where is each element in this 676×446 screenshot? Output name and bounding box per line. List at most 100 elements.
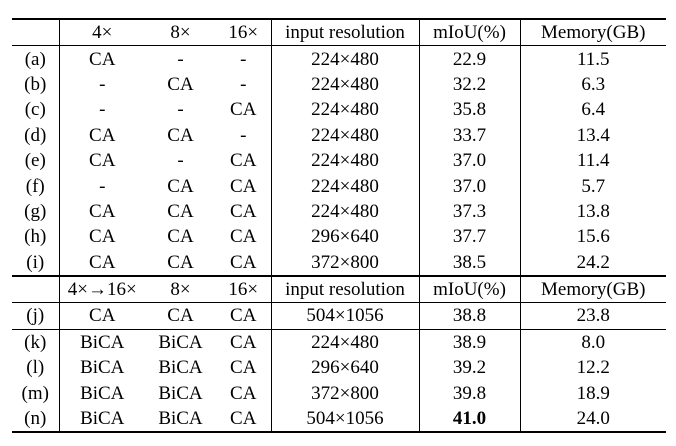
table-cell: CA: [167, 200, 194, 222]
table-cell: 6.3: [581, 73, 606, 95]
table-cell: 224×480: [271, 71, 420, 98]
table-cell: -: [216, 71, 272, 98]
table-row: (n) BiCA BiCA CA 504×1056 41.0 24.0: [12, 405, 666, 434]
table-cell: mIoU(%): [419, 274, 521, 304]
table-cell: BiCA: [158, 331, 203, 353]
row-label: [12, 274, 60, 304]
table-cell: CA: [167, 175, 194, 197]
table-cell: CA: [89, 226, 116, 248]
results-table-container: 4× 8× 16× input resolution mIoU(%) Memory(GB)…: [12, 18, 666, 434]
table-cell: 38.8: [419, 302, 521, 330]
table-cell: mIoU(%): [419, 18, 521, 47]
table-cell: 37.7: [419, 224, 521, 250]
table-cell: CA: [89, 251, 116, 273]
table-cell: Memory(GB): [520, 18, 666, 47]
row-label: (d): [12, 122, 60, 148]
table-cell: CA: [216, 302, 272, 330]
table-cell: 504×1056: [271, 302, 420, 330]
table-cell: CA: [216, 329, 272, 356]
table-cell: -: [177, 48, 184, 70]
table-row: (j) CA CA CA 504×1056 38.8 23.8: [12, 302, 666, 330]
table-cell: -: [99, 99, 106, 121]
table-row: (b) - CA -224×480 32.2 6.3: [12, 71, 666, 98]
results-table: 4× 8× 16× input resolution mIoU(%) Memory(GB)…: [12, 18, 666, 434]
table-cell: CA: [216, 97, 272, 123]
table-cell: CA: [216, 380, 272, 406]
table-cell: 296×640: [271, 355, 420, 381]
table-cell: 39.8: [419, 380, 521, 406]
table-cell: BiCA: [158, 382, 203, 404]
table-cell: 372×800: [271, 380, 420, 406]
table-row: (m) BiCA BiCA CA 372×800 39.8 18.9: [12, 380, 666, 406]
row-label: (h): [12, 224, 60, 250]
table-cell: CA: [167, 124, 194, 146]
table-cell: CA: [145, 302, 216, 330]
header-row: 4× 8× 16× input resolution mIoU(%) Memory(GB): [12, 18, 666, 47]
table-cell: CA: [89, 200, 116, 222]
table-cell: CA: [216, 224, 272, 250]
row-label: (j): [12, 302, 60, 330]
table-cell: BiCA: [145, 405, 216, 434]
table-cell: 4×: [59, 18, 145, 47]
table-cell: CA: [216, 198, 272, 225]
table-cell: 13.8: [576, 200, 610, 222]
table-cell: 224×480: [271, 147, 420, 174]
table-cell: 224×480: [271, 97, 420, 123]
row-label: (m): [12, 380, 60, 406]
table-cell: -: [216, 45, 272, 72]
row-label: (b): [12, 71, 60, 98]
table-row: (k) BiCA BiCA CA 224×480 38.9 8.0: [12, 329, 666, 356]
table-cell: 224×480: [271, 173, 420, 199]
table-cell: 224×480: [271, 198, 420, 225]
table-cell: CA: [216, 249, 272, 276]
table-cell: CA: [216, 355, 272, 381]
table-cell: 8×: [145, 18, 216, 47]
table-cell: CA: [167, 73, 194, 95]
table-cell: 224×480: [271, 329, 420, 356]
table-cell: CA: [89, 150, 116, 172]
table-cell: 33.7: [419, 122, 521, 148]
table-cell: 24.0: [520, 405, 666, 434]
table-row: (g) CA CA CA 224×480 37.3 13.8: [12, 198, 666, 225]
table-cell: 23.8: [520, 302, 666, 330]
table-cell: 11.4: [576, 150, 610, 172]
table-cell: -: [177, 150, 184, 172]
table-row: (f) - CA CA 224×480 37.0 5.7: [12, 173, 666, 199]
row-label: (n): [12, 405, 60, 434]
table-cell: 11.5: [576, 48, 610, 70]
table-cell: 372×800: [271, 249, 420, 276]
table-cell: 35.8: [419, 97, 521, 123]
table-row: (h) CA CA CA 296×640 37.7 15.6: [12, 224, 666, 250]
table-cell: 37.3: [419, 198, 521, 225]
table-row: (e) CA - CA 224×480 37.0 11.4: [12, 147, 666, 174]
table-cell: BiCA: [59, 405, 145, 434]
table-cell: CA: [216, 405, 272, 434]
table-cell: 15.6: [576, 226, 610, 248]
table-cell: 224×480: [271, 45, 420, 72]
table-row: (d) CA CA -224×480 33.7 13.4: [12, 122, 666, 148]
table-cell: -: [216, 122, 272, 148]
table-cell: Memory(GB): [520, 274, 666, 304]
table-cell: CA: [216, 147, 272, 174]
row-label: (i): [12, 249, 60, 276]
row-label: (l): [12, 355, 60, 381]
header-row-2: 4×→16× 8× 16× input resolution mIoU(%) Memory…: [12, 274, 666, 304]
table-cell: 4×→16×: [59, 274, 145, 304]
table-cell: CA: [89, 48, 116, 70]
row-label: (g): [12, 198, 60, 225]
table-row: (c) - - CA 224×480 35.8 6.4: [12, 97, 666, 123]
table-cell: 6.4: [581, 99, 606, 121]
table-cell: 41.0: [419, 405, 521, 434]
table-cell: 32.2: [419, 71, 521, 98]
table-cell: -: [99, 73, 106, 95]
table-cell: 37.0: [419, 173, 521, 199]
table-cell: 18.9: [576, 382, 610, 404]
table-cell: CA: [167, 251, 194, 273]
table-cell: 504×1056: [271, 405, 420, 434]
table-cell: CA: [216, 173, 272, 199]
table-cell: BiCA: [158, 357, 203, 379]
table-cell: 296×640: [271, 224, 420, 250]
table-cell: 39.2: [419, 355, 521, 381]
table-cell: 224×480: [271, 122, 420, 148]
table-row: (i) CA CA CA 372×800 38.5 24.2: [12, 249, 666, 276]
